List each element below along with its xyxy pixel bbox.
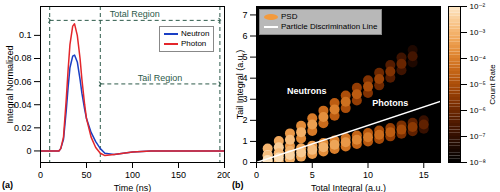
svg-text:200: 200 <box>217 170 230 180</box>
svg-text:0: 0 <box>26 146 31 156</box>
svg-text:0.1: 0.1 <box>19 30 32 40</box>
svg-text:10⁻⁵: 10⁻⁵ <box>470 80 486 89</box>
svg-text:6: 6 <box>242 31 247 41</box>
svg-text:5: 5 <box>242 52 248 62</box>
svg-text:7: 7 <box>242 10 247 20</box>
svg-text:Tail Region: Tail Region <box>138 73 183 83</box>
svg-text:3: 3 <box>242 94 248 105</box>
html-text:(a): (a) <box>2 180 13 190</box>
svg-text:10⁻⁷: 10⁻⁷ <box>470 132 486 141</box>
svg-text:Tail Integral (a.u.): Tail Integral (a.u.) <box>235 50 245 120</box>
svg-text:0.02: 0.02 <box>14 123 32 133</box>
svg-text:150: 150 <box>171 170 186 180</box>
svg-text:1: 1 <box>242 136 247 146</box>
svg-text:0: 0 <box>254 170 259 180</box>
svg-text:0.04: 0.04 <box>14 100 32 110</box>
html-text:Photon: Photon <box>180 38 207 48</box>
html-text:Particle Discrimination Line: Particle Discrimination Line <box>281 22 378 31</box>
svg-text:Time (ns): Time (ns) <box>114 183 152 192</box>
svg-text:4: 4 <box>242 73 248 84</box>
svg-text:0: 0 <box>242 157 247 167</box>
svg-text:5: 5 <box>310 170 315 180</box>
svg-text:Count Rate: Count Rate <box>488 64 497 105</box>
svg-text:15: 15 <box>419 170 429 180</box>
svg-text:10⁻⁶: 10⁻⁶ <box>470 106 486 115</box>
svg-text:Total Integral (a.u.): Total Integral (a.u.) <box>311 183 386 192</box>
svg-text:Total Region: Total Region <box>110 9 160 19</box>
svg-text:Neutrons: Neutrons <box>287 86 327 96</box>
html-text:PSD: PSD <box>281 12 298 21</box>
svg-text:10: 10 <box>363 170 373 180</box>
svg-text:0: 0 <box>38 170 43 180</box>
svg-text:10⁻⁸: 10⁻⁸ <box>470 158 487 167</box>
html-text:Neutron: Neutron <box>180 28 210 38</box>
svg-text:0.06: 0.06 <box>14 76 32 86</box>
svg-text:2: 2 <box>242 115 248 126</box>
svg-text:50: 50 <box>81 170 91 180</box>
html-text:(b): (b) <box>232 180 244 190</box>
svg-text:10⁻³: 10⁻³ <box>470 28 486 37</box>
svg-text:0.08: 0.08 <box>14 53 32 63</box>
svg-text:100: 100 <box>125 170 140 180</box>
svg-text:Photons: Photons <box>372 98 408 108</box>
svg-text:10⁻²: 10⁻² <box>470 2 486 11</box>
svg-text:10⁻⁴: 10⁻⁴ <box>470 54 487 63</box>
svg-text:Integral Normalized: Integral Normalized <box>5 45 15 123</box>
